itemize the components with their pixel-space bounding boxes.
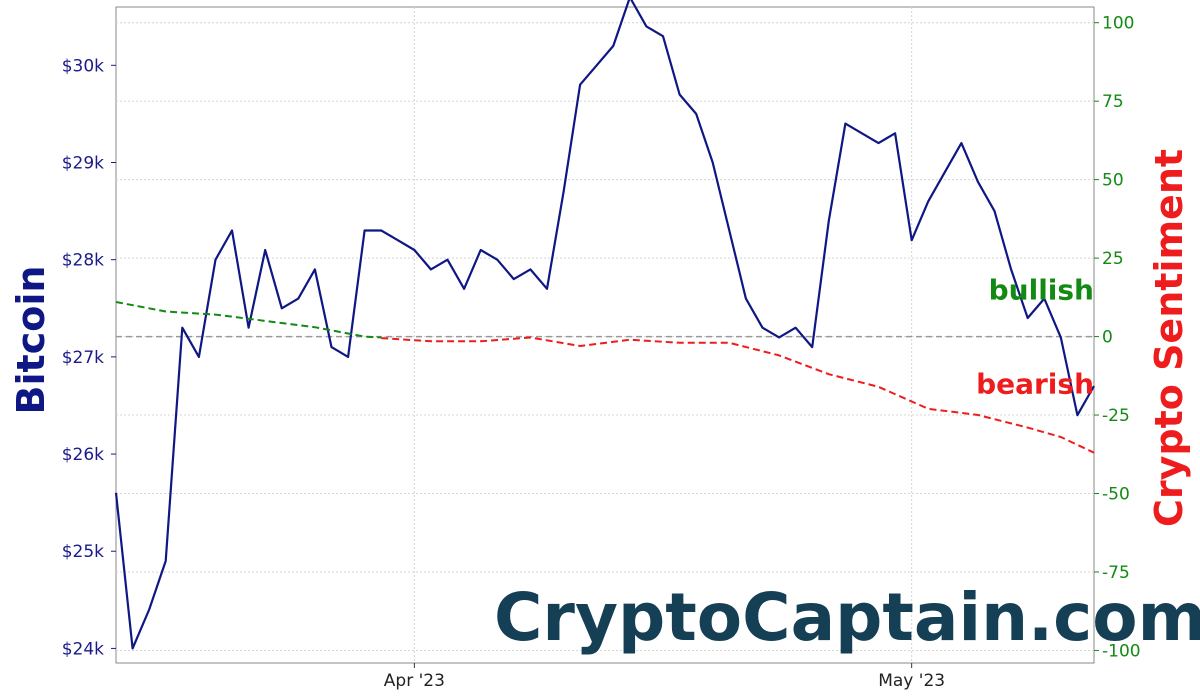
left-tick-label: $28k	[62, 251, 104, 271]
left-axis-ticks: $24k $25k $26k $27k $28k $29k $30k	[62, 56, 116, 659]
left-tick-label: $26k	[62, 445, 104, 465]
bearish-annotation: bearish	[976, 368, 1094, 401]
right-tick-label: -25	[1102, 406, 1130, 426]
right-tick-label: -75	[1102, 563, 1130, 583]
bullish-series-line	[115, 301, 382, 339]
right-axis-ticks: 100 75 50 25 0 -25 -50 -75 -100	[1094, 14, 1141, 661]
right-tick-label: 100	[1102, 14, 1134, 34]
left-tick-label: $30k	[62, 56, 104, 76]
series-annotations: bullish bearish	[976, 273, 1094, 400]
series-group	[114, 0, 1095, 650]
right-tick-label: 0	[1102, 328, 1113, 348]
gridlines	[116, 7, 1094, 663]
left-axis-label: Bitcoin	[9, 266, 53, 415]
right-tick-label: 25	[1102, 249, 1124, 269]
right-axis-label: Crypto Sentiment	[1147, 149, 1191, 527]
left-tick-label: $25k	[62, 542, 104, 562]
x-tick-label: Apr '23	[384, 671, 445, 691]
right-tick-label: -100	[1102, 641, 1141, 661]
left-tick-label: $27k	[62, 348, 104, 368]
x-axis-ticks: Apr '23 May '23	[384, 663, 945, 691]
bullish-annotation: bullish	[989, 273, 1094, 306]
watermark-text: CryptoCaptain.com	[494, 579, 1200, 656]
x-tick-label: May '23	[878, 671, 945, 691]
right-tick-label: 50	[1102, 171, 1124, 191]
right-tick-label: -50	[1102, 485, 1130, 505]
bitcoin-price-series-line	[114, 0, 1095, 650]
left-tick-label: $29k	[62, 153, 104, 173]
right-tick-label: 75	[1102, 92, 1124, 112]
left-tick-label: $24k	[62, 639, 104, 659]
bearish-series-line	[381, 336, 1095, 454]
plot-frame	[115, 6, 1095, 664]
